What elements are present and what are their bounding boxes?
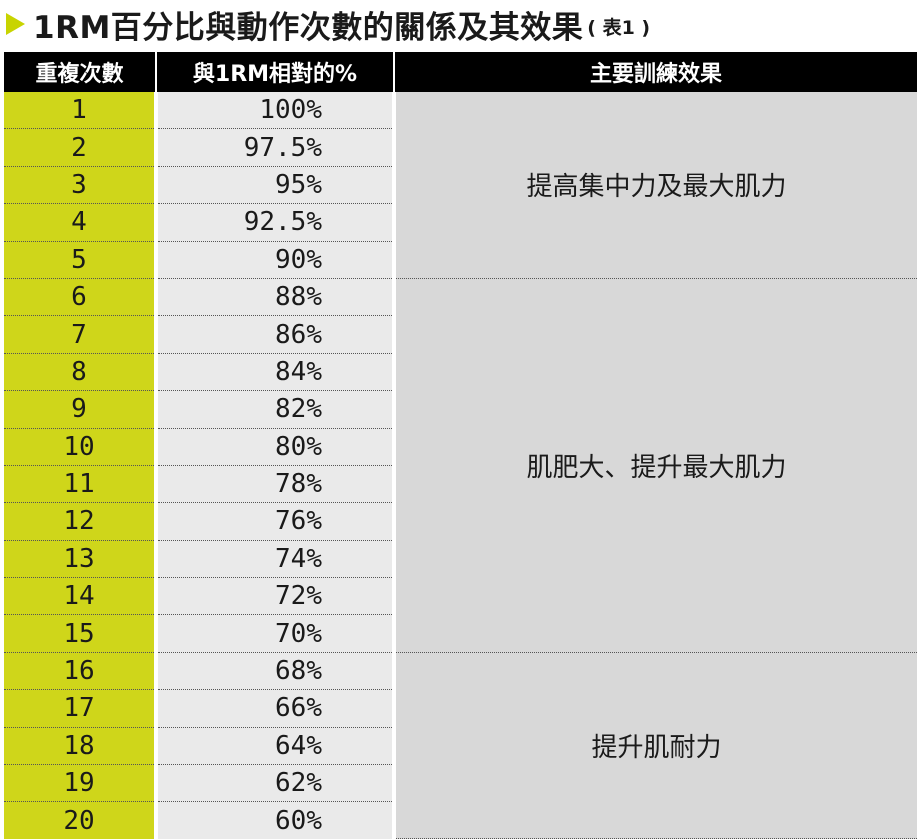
table-row: 17 66% [4,689,917,728]
reps-cell: 12 [4,502,156,541]
percentage-cell: 80% [154,428,396,466]
title-main: 1RM百分比與動作次數的關係及其效果 [33,9,584,46]
percentage-cell: 86% [154,315,396,354]
table-row: 1 100% 提高集中力及最大肌力 [4,92,917,279]
table-row: 7 86% [4,315,917,354]
reps-cell: 2 [4,128,156,167]
reps-cell: 1 [4,92,156,130]
table-row: 12 76% [4,502,917,541]
reps-cell: 10 [4,428,156,466]
effect-cell: 肌肥大、提升最大肌力 [394,278,917,653]
table-row: 13 74% [4,540,917,579]
reps-cell: 18 [4,727,156,766]
rm-percentage-table: 重複次數 與1RM相對的% 主要訓練效果 1 100% 提高集中力及最大肌力 2 97.… [4,52,917,839]
percentage-cell: 66% [154,689,396,728]
title-table-number: ( 表1 ) [587,16,651,39]
reps-cell: 13 [4,540,156,579]
table-title: 1RM百分比與動作次數的關係及其效果 ( 表1 ) [6,2,650,46]
percentage-cell: 78% [154,465,396,504]
table-row: 10 80% [4,428,917,466]
reps-cell: 20 [4,801,156,839]
reps-cell: 7 [4,315,156,354]
percentage-cell: 70% [154,614,396,653]
header-reps: 重複次數 [4,52,156,92]
percentage-cell: 92.5% [154,203,396,242]
table-row: 9 82% [4,390,917,429]
percentage-cell: 88% [154,278,396,317]
table-row: 11 78% [4,465,917,504]
table-row: 3 95% [4,166,917,205]
table-header-row: 重複次數 與1RM相對的% 主要訓練效果 [4,52,917,92]
reps-cell: 11 [4,465,156,504]
header-percentage: 與1RM相對的% [155,52,394,92]
percentage-cell: 72% [154,577,396,616]
percentage-cell: 74% [154,540,396,579]
percentage-cell: 95% [154,166,396,205]
percentage-cell: 64% [154,727,396,766]
effect-cell: 提高集中力及最大肌力 [394,92,917,279]
percentage-cell: 100% [154,92,396,130]
reps-cell: 8 [4,353,156,392]
reps-cell: 4 [4,203,156,242]
reps-cell: 3 [4,166,156,205]
reps-cell: 15 [4,614,156,653]
percentage-cell: 68% [154,652,396,691]
percentage-cell: 84% [154,353,396,392]
reps-cell: 6 [4,278,156,317]
percentage-cell: 90% [154,241,396,279]
table-row: 5 90% [4,241,917,279]
reps-cell: 14 [4,577,156,616]
table-row: 15 70% [4,614,917,653]
percentage-cell: 97.5% [154,128,396,167]
table-row: 19 62% [4,764,917,803]
table-row: 14 72% [4,577,917,616]
percentage-cell: 60% [154,801,396,839]
triangle-bullet-icon [6,13,25,35]
table-row: 6 88% 肌肥大、提升最大肌力 [4,278,917,653]
header-effect: 主要訓練效果 [393,52,917,92]
effect-cell: 提升肌耐力 [394,652,917,839]
reps-cell: 9 [4,390,156,429]
reps-cell: 5 [4,241,156,279]
reps-cell: 16 [4,652,156,691]
percentage-cell: 82% [154,390,396,429]
table-row: 2 97.5% [4,128,917,167]
reps-cell: 17 [4,689,156,728]
percentage-cell: 76% [154,502,396,541]
table-row: 18 64% [4,727,917,766]
reps-cell: 19 [4,764,156,803]
table-row: 16 68% 提升肌耐力 [4,652,917,839]
percentage-cell: 62% [154,764,396,803]
table-row: 8 84% [4,353,917,392]
table-row: 4 92.5% [4,203,917,242]
